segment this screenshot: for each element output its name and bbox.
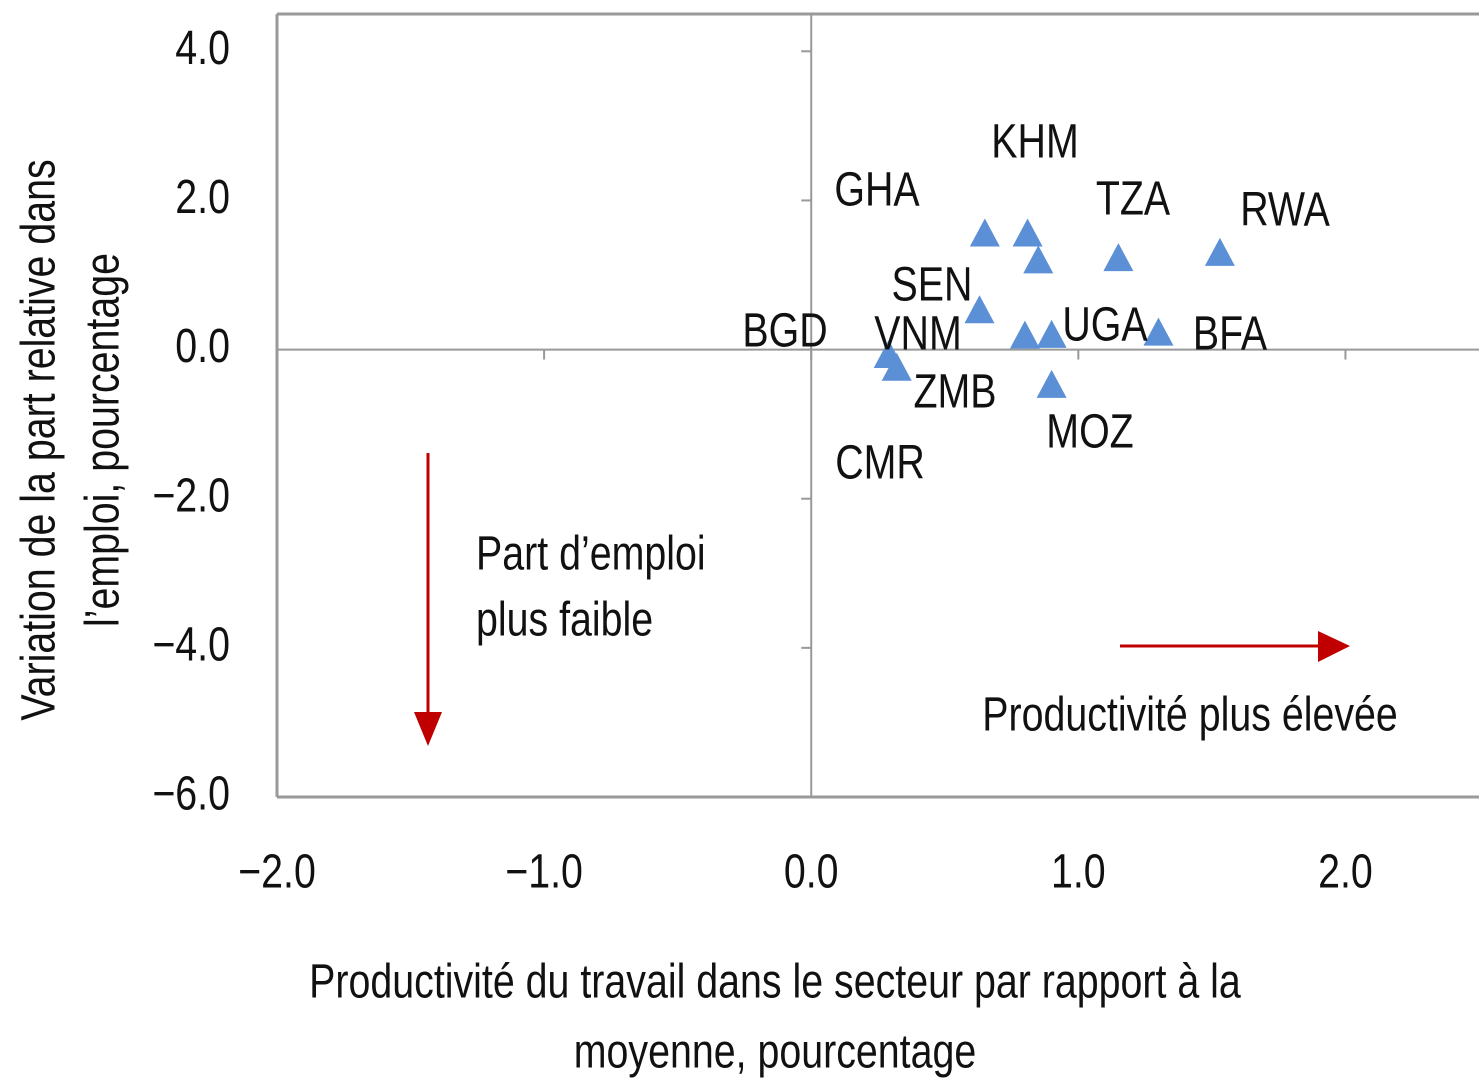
point-label: CMR xyxy=(835,436,925,490)
marker xyxy=(1103,243,1134,272)
marker xyxy=(1009,320,1040,349)
marker xyxy=(1143,317,1174,346)
y-tick-label: −4.0 xyxy=(152,618,230,672)
y-tick-label: 2.0 xyxy=(175,170,230,224)
point-label: VNM xyxy=(874,307,961,361)
y-tick-label: 0.0 xyxy=(175,320,230,374)
marker xyxy=(1036,369,1067,398)
note: Part d’emploi xyxy=(476,527,706,581)
x-tick-label: 0.0 xyxy=(784,845,839,899)
point-label: ZMB xyxy=(913,365,996,419)
y-axis-title: Variation de la part relative dans xyxy=(12,159,66,720)
marker xyxy=(969,218,1000,247)
note: Productivité plus élevée xyxy=(982,688,1398,742)
point-label: RWA xyxy=(1240,183,1330,237)
marker xyxy=(1012,218,1043,247)
x-tick-label: −1.0 xyxy=(505,845,583,899)
marker xyxy=(881,352,912,381)
note: plus faible xyxy=(476,593,653,647)
point-label: TZA xyxy=(1096,172,1171,226)
point-label: SEN xyxy=(892,258,973,312)
point-label: GHA xyxy=(834,163,920,217)
y-tick-label: −6.0 xyxy=(152,767,230,821)
y-tick-label: −2.0 xyxy=(152,469,230,523)
marker xyxy=(1036,319,1067,348)
arrow-head xyxy=(414,712,442,746)
y-tick-label: 4.0 xyxy=(175,21,230,75)
point-label: UGA xyxy=(1062,298,1148,352)
point-label: BGD xyxy=(742,304,827,358)
x-tick-label: 2.0 xyxy=(1318,845,1373,899)
x-tick-label: −2.0 xyxy=(238,845,316,899)
point-label: KHM xyxy=(991,115,1078,169)
marker xyxy=(1204,237,1235,266)
marker xyxy=(964,295,995,324)
y-axis-title: l’emploi, pourcentage xyxy=(76,253,130,627)
x-axis-title: Productivité du travail dans le secteur … xyxy=(309,955,1241,1009)
x-tick-label: 1.0 xyxy=(1051,845,1106,899)
marker xyxy=(1023,245,1054,274)
point-label: BFA xyxy=(1193,307,1268,361)
x-axis-title: moyenne, pourcentage xyxy=(574,1025,976,1079)
arrow-head xyxy=(1318,631,1350,662)
point-label: MOZ xyxy=(1046,405,1133,459)
